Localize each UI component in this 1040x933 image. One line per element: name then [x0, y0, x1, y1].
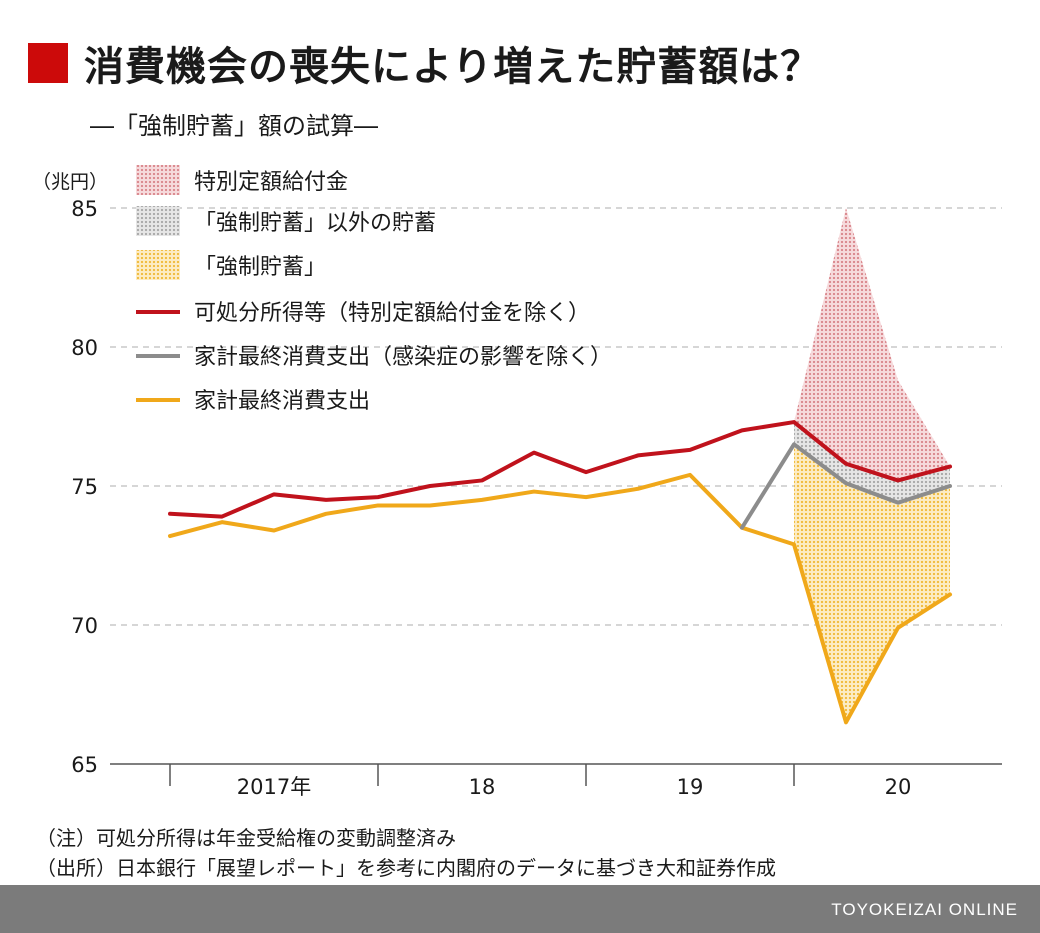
- x-group-label: 19: [677, 775, 704, 799]
- y-tick-label: 65: [71, 753, 98, 777]
- legend-label: 家計最終消費支出: [194, 389, 370, 414]
- y-tick-label: 70: [71, 614, 98, 638]
- legend-swatch: [136, 165, 180, 195]
- area-layer: [794, 208, 950, 723]
- x-group-label: 20: [885, 775, 912, 799]
- legend-swatch: [136, 206, 180, 236]
- footer-brand: TOYOKEIZAI ONLINE: [831, 900, 1018, 919]
- legend-label: 可処分所得等（特別定額給付金を除く）: [194, 301, 590, 326]
- source-text: （出所）日本銀行「展望レポート」を参考に内閣府のデータに基づき大和証券作成: [36, 856, 776, 880]
- series-line-2: [740, 442, 952, 530]
- title-block: 消費機会の喪失により増えた貯蓄額は？: [28, 34, 821, 92]
- series-line-3: [168, 472, 952, 725]
- axis-layer: 2017年 18 19 20: [110, 763, 1002, 799]
- legend-label: 「強制貯蓄」以外の貯蓄: [194, 211, 436, 236]
- line-layer: [168, 420, 952, 725]
- x-group-label: 18: [469, 775, 496, 799]
- title-square-marker: [28, 43, 68, 83]
- legend-label: 「強制貯蓄」: [194, 255, 326, 280]
- x-group-label: 2017年: [237, 775, 311, 799]
- chart-title: 消費機会の喪失により増えた貯蓄額は？: [84, 44, 822, 90]
- y-unit-label: （兆円）: [32, 171, 108, 193]
- legend-swatch: [136, 250, 180, 280]
- y-tick-label: 75: [71, 475, 98, 499]
- series-line-1: [168, 420, 952, 519]
- footer-bar: TOYOKEIZAI ONLINE: [0, 885, 1040, 933]
- legend-label: 家計最終消費支出（感染症の影響を除く）: [194, 345, 612, 370]
- y-tick-label: 80: [71, 336, 98, 360]
- legend-layer: 特別定額給付金「強制貯蓄」以外の貯蓄「強制貯蓄」可処分所得等（特別定額給付金を除…: [136, 165, 612, 414]
- note-text: （注）可処分所得は年金受給権の変動調整済み: [36, 826, 456, 850]
- chart-subtitle: ―「強制貯蓄」額の試算―: [90, 112, 378, 140]
- area-3: [794, 444, 950, 723]
- area-2: [794, 422, 950, 503]
- area-1: [794, 208, 950, 481]
- legend-label: 特別定額給付金: [194, 170, 348, 195]
- grid-layer: 65 70 75 80 85 （兆円）: [32, 171, 1002, 777]
- y-tick-label: 85: [71, 197, 98, 221]
